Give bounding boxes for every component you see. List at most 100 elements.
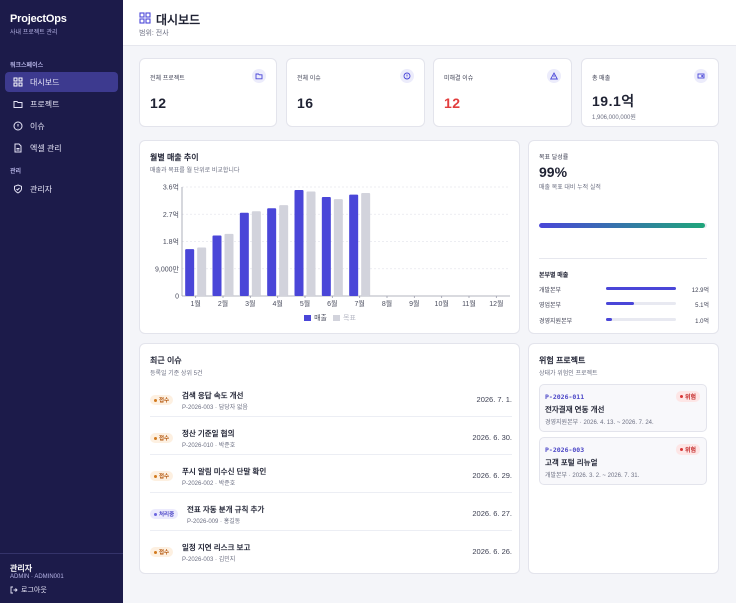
issue-meta: P-2026-002 · 박준호 xyxy=(182,481,236,487)
risk-project-item[interactable]: P-2026-003 고객 포털 리뉴얼 개발본부 · 2026. 3. 2. … xyxy=(539,437,707,485)
issue-row[interactable]: 접수 일정 지연 리스크 보고 P-2026-003 · 김민지 2026. 6… xyxy=(150,534,512,569)
x-tick-label: 2월 xyxy=(218,299,228,308)
project-title: 전자결재 연동 개선 xyxy=(545,405,605,414)
x-tick-label: 7월 xyxy=(354,299,364,308)
shield-icon xyxy=(14,184,22,194)
dept-value: 12.9억 xyxy=(691,288,709,294)
logout-button[interactable]: 로그아웃 xyxy=(10,585,47,595)
x-tick-label: 5월 xyxy=(300,299,310,308)
y-tick-label: 0 xyxy=(175,294,179,301)
target-bar xyxy=(279,205,289,296)
dept-bar-fill xyxy=(606,302,634,305)
dept-row: 경영지원본부 1.0억 xyxy=(539,315,709,325)
x-tick-label: 3월 xyxy=(245,299,255,308)
stat-card-open-issues: 미해결 이슈 12 xyxy=(433,58,572,127)
divider xyxy=(539,258,707,259)
scope-label: 범위: 전사 xyxy=(139,30,169,37)
x-tick-label: 4월 xyxy=(272,299,282,308)
dept-bar-fill xyxy=(606,318,612,321)
status-badge: 접수 xyxy=(150,471,174,481)
revenue-bar-chart: 0 9,000만 1.8억 2.7억 3.6억 1월 2월 3월 4월 5월 6월 7월 8월 9월 10월… xyxy=(155,184,510,308)
sidebar-item-excel[interactable]: 엑셀 관리 xyxy=(5,138,118,158)
x-tick-label: 6월 xyxy=(327,299,337,308)
dept-bar xyxy=(606,287,676,290)
status-label: 접수 xyxy=(159,436,170,442)
brand-name[interactable]: ProjectOps xyxy=(10,13,67,25)
revenue-chart-card: 월별 매출 추이 매출과 목표를 월 단위로 비교합니다 0 9,000만 1.8억… xyxy=(139,140,520,334)
status-label: 접수 xyxy=(159,550,170,556)
chart-legend: 매출 목표 xyxy=(140,313,520,323)
goal-value: 99% xyxy=(539,164,568,180)
issue-row[interactable]: 접수 검색 응답 속도 개선 P-2026-003 · 담당자 없음 2026.… xyxy=(150,382,512,417)
status-badge: 접수 xyxy=(150,395,174,405)
x-tick-label: 1월 xyxy=(190,299,200,308)
folder-icon xyxy=(13,101,23,108)
goal-card: 목표 달성률 99% 매출 목표 대비 누적 실적 본부별 매출 개발본부 12… xyxy=(528,140,719,334)
x-tick-label: 11월 xyxy=(462,299,476,308)
issue-date: 2026. 6. 27. xyxy=(472,509,512,518)
stat-value: 12 xyxy=(444,95,461,111)
y-tick-label: 2.7억 xyxy=(163,211,179,219)
sidebar-item-label: 관리자 xyxy=(30,184,53,194)
page-header: 대시보드 범위: 전사 xyxy=(123,0,736,46)
revenue-bar xyxy=(321,196,331,296)
issue-title: 검색 응답 속도 개선 xyxy=(182,391,244,400)
logout-label: 로그아웃 xyxy=(21,587,47,594)
stat-value: 16 xyxy=(297,95,314,111)
status-label: 접수 xyxy=(159,474,170,480)
risk-project-item[interactable]: P-2026-011 전자결재 연동 개선 경영지원본부 · 2026. 4. … xyxy=(539,384,707,432)
workspace-section-label: 워크스페이스 xyxy=(10,63,44,69)
issue-title: 일정 지연 리스크 보고 xyxy=(182,543,251,552)
issue-row[interactable]: 접수 푸시 알림 미수신 단말 확인 P-2026-002 · 박준호 2026… xyxy=(150,458,512,493)
issue-meta: P-2026-009 · 홍길동 xyxy=(187,519,241,525)
admin-section-label: 관리 xyxy=(10,169,22,175)
issues-title: 최근 이슈 xyxy=(150,356,182,365)
chart-subtitle: 매출과 목표를 월 단위로 비교합니다 xyxy=(150,168,240,174)
chart-title: 월별 매출 추이 xyxy=(150,153,199,162)
risk-subtitle: 상태가 위험인 프로젝트 xyxy=(539,371,598,377)
issue-row[interactable]: 접수 정산 기준일 협의 P-2026-010 · 박준호 2026. 6. 3… xyxy=(150,420,512,455)
sidebar-item-label: 대시보드 xyxy=(30,77,60,87)
stat-label: 전체 프로젝트 xyxy=(150,76,185,82)
revenue-bar xyxy=(185,249,195,296)
x-tick-label: 10월 xyxy=(435,299,449,308)
stat-value: 19.1억 xyxy=(592,93,635,109)
revenue-bar xyxy=(212,235,222,296)
issue-title: 푸시 알림 미수신 단말 확인 xyxy=(182,467,267,476)
dept-value: 5.1억 xyxy=(695,303,709,309)
dept-row: 개발본부 12.9억 xyxy=(539,284,709,294)
y-tick-label: 3.6억 xyxy=(163,184,179,192)
user-id: ADMIN · ADMIN001 xyxy=(10,574,64,580)
dept-bar xyxy=(606,318,676,321)
status-badge: 처리중 xyxy=(150,509,179,519)
dept-section-title: 본부별 매출 xyxy=(539,273,569,279)
sidebar-item-issues[interactable]: 이슈 xyxy=(5,116,118,136)
legend-label: 매출 xyxy=(314,315,327,322)
stat-card-issues: 전체 이슈 16 xyxy=(286,58,425,127)
info-icon xyxy=(400,69,414,83)
sidebar-item-projects[interactable]: 프로젝트 xyxy=(5,94,118,114)
file-icon xyxy=(14,143,22,153)
dept-name: 개발본부 xyxy=(539,288,562,294)
grid-icon xyxy=(13,77,23,87)
dept-bar-fill xyxy=(606,287,676,290)
wallet-icon xyxy=(694,69,708,83)
dept-name: 경영지원본부 xyxy=(539,319,573,325)
issue-row[interactable]: 처리중 전표 자동 분개 규칙 추가 P-2026-009 · 홍길동 2026… xyxy=(150,496,512,531)
goal-label: 목표 달성률 xyxy=(539,155,569,161)
page-title: 대시보드 xyxy=(156,13,201,27)
sidebar-item-dashboard[interactable]: 대시보드 xyxy=(5,72,118,92)
dept-bar xyxy=(606,302,676,305)
revenue-bar xyxy=(239,212,249,296)
dept-row: 영업본부 5.1억 xyxy=(539,299,709,309)
issue-date: 2026. 6. 29. xyxy=(472,471,512,480)
sidebar-item-admin[interactable]: 관리자 xyxy=(5,179,118,199)
warning-icon xyxy=(547,69,561,83)
issue-meta: P-2026-003 · 김민지 xyxy=(182,557,236,563)
legend-item-revenue[interactable]: 매출 xyxy=(304,313,327,323)
dept-name: 영업본부 xyxy=(539,303,562,309)
status-label: 접수 xyxy=(159,398,170,404)
issue-meta: P-2026-003 · 담당자 없음 xyxy=(182,405,248,411)
recent-issues-card: 최근 이슈 등록일 기준 상위 5건 접수 검색 응답 속도 개선 P-2026… xyxy=(139,343,520,574)
legend-item-target[interactable]: 목표 xyxy=(333,313,356,323)
